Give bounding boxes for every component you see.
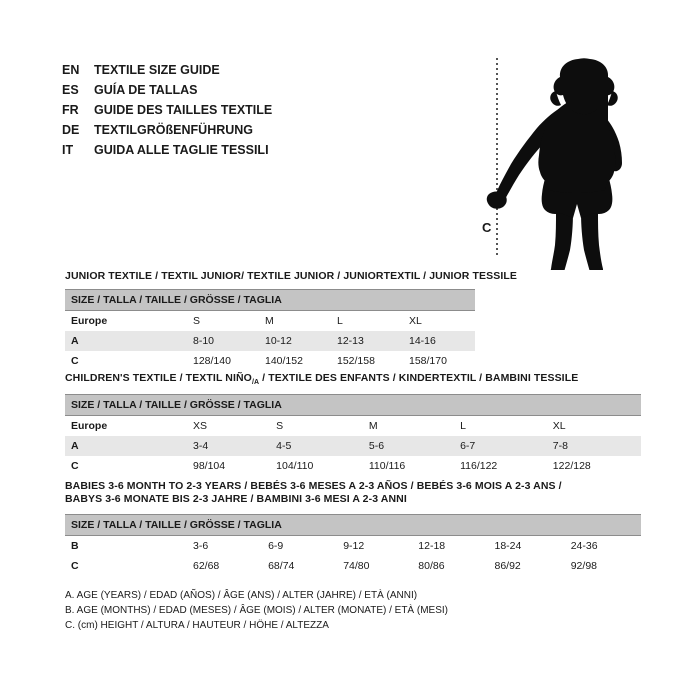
svg-text:C: C — [482, 220, 492, 235]
